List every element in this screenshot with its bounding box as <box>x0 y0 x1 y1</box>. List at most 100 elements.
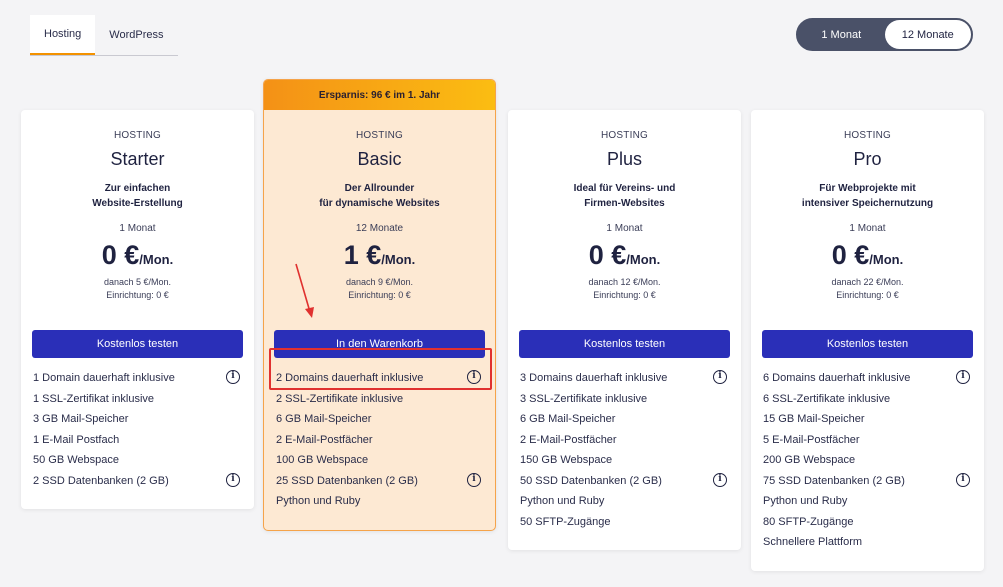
toggle-option-1-month[interactable]: 1 Monat <box>821 28 862 41</box>
product-tabs: Hosting WordPress <box>30 15 178 56</box>
price-amount: 0 € <box>831 240 870 270</box>
toggle-option-12-months[interactable]: 12 Monate <box>884 20 971 49</box>
feature-item: 5 E-Mail-Postfächer <box>763 430 972 451</box>
info-icon[interactable]: i <box>467 472 481 487</box>
feature-text: 2 E-Mail-Postfächer <box>520 433 617 446</box>
feature-text: 3 SSL-Zertifikate inklusive <box>520 392 648 405</box>
feature-text: 50 GB Webspace <box>33 454 120 466</box>
feature-text: 2 SSL-Zertifikate inklusive <box>276 392 404 405</box>
plan-fine-print: danach 9 €/Mon. Einrichtung: 0 € <box>345 277 414 300</box>
feature-item: 2 E-Mail-Postfächer <box>520 430 729 451</box>
info-icon[interactable]: i <box>713 472 727 487</box>
tab-wordpress[interactable]: WordPress <box>109 29 164 41</box>
savings-badge: Ersparnis: 96 € im 1. Jahr <box>264 80 495 110</box>
feature-item: 100 GB Webspace <box>276 450 483 471</box>
info-icon[interactable]: i <box>467 370 481 384</box>
info-icon[interactable]: i <box>226 370 240 384</box>
price-unit: /Mon. <box>869 252 904 267</box>
feature-item: 1 E-Mail Postfach <box>33 430 242 451</box>
tab-hosting[interactable]: Hosting <box>30 15 96 55</box>
plan-period: 1 Monat <box>119 223 156 234</box>
feature-item: 2 Domains dauerhaft inklusive i <box>276 368 483 389</box>
feature-item: Python und Ruby <box>520 491 729 512</box>
plan-price: 0 €/Mon. <box>751 240 984 271</box>
plan-period: 12 Monate <box>355 223 404 234</box>
plan-type: HOSTING <box>356 130 403 141</box>
feature-text: 50 SSD Datenbanken (2 GB) <box>520 474 662 487</box>
feature-item: Python und Ruby <box>276 491 483 512</box>
feature-item: 1 Domain dauerhaft inklusive i <box>33 368 242 389</box>
info-icon[interactable]: i <box>956 472 970 487</box>
plan-price: 0 €/Mon. <box>508 240 741 271</box>
feature-text: Python und Ruby <box>763 495 848 507</box>
plan-card-pro: HOSTING Pro Für Webprojekte mit intensiv… <box>751 110 984 571</box>
feature-text: 3 GB Mail-Speicher <box>33 413 129 425</box>
plan-description: Zur einfachen Website-Erstellung <box>92 183 183 209</box>
feature-text: 2 E-Mail-Postfächer <box>276 433 373 446</box>
feature-text: 6 SSL-Zertifikate inklusive <box>763 392 891 405</box>
free-trial-button[interactable]: Kostenlos testen <box>519 330 730 358</box>
feature-list: 1 Domain dauerhaft inklusive i 1 SSL-Zert… <box>21 358 254 509</box>
annotation-highlight-box <box>269 348 492 390</box>
plan-name: Plus <box>606 149 642 169</box>
plan-price: 0 €/Mon. <box>21 240 254 271</box>
feature-text: 15 GB Mail-Speicher <box>763 413 865 425</box>
feature-text: 1 E-Mail Postfach <box>33 433 120 446</box>
billing-period-toggle: 1 Monat 12 Monate <box>796 18 973 51</box>
feature-item: 3 Domains dauerhaft inklusive i <box>520 368 729 389</box>
feature-item: 6 GB Mail-Speicher <box>520 409 729 430</box>
plan-period: 1 Monat <box>849 223 886 234</box>
feature-text: 50 SFTP-Zugänge <box>520 515 611 528</box>
feature-item: Schnellere Plattform <box>763 532 972 553</box>
info-icon[interactable]: i <box>226 472 240 487</box>
feature-text: 80 SFTP-Zugänge <box>763 515 854 528</box>
feature-item: 2 SSL-Zertifikate inklusive <box>276 389 483 410</box>
plan-fine-print: danach 5 €/Mon. Einrichtung: 0 € <box>103 277 172 300</box>
feature-item: 25 SSD Datenbanken (2 GB) i <box>276 471 483 492</box>
plan-price: 1 €/Mon. <box>264 240 495 271</box>
feature-item: 200 GB Webspace <box>763 450 972 471</box>
feature-text: 1 Domain dauerhaft inklusive <box>33 372 175 384</box>
feature-text: 150 GB Webspace <box>520 454 613 466</box>
feature-text: 3 Domains dauerhaft inklusive <box>520 372 668 384</box>
info-icon[interactable]: i <box>956 370 970 384</box>
feature-text: Python und Ruby <box>520 495 605 507</box>
feature-item: 50 SFTP-Zugänge <box>520 512 729 533</box>
plan-description: Der Allrounder für dynamische Websites <box>319 183 440 209</box>
feature-item: 3 GB Mail-Speicher <box>33 409 242 430</box>
plan-fine-print: danach 22 €/Mon. Einrichtung: 0 € <box>831 277 904 300</box>
plan-name: Basic <box>357 149 402 169</box>
feature-text: 1 SSL-Zertifikat inklusive <box>33 392 155 405</box>
feature-text: 6 GB Mail-Speicher <box>276 413 372 425</box>
price-amount: 0 € <box>588 240 627 270</box>
feature-item: 75 SSD Datenbanken (2 GB) i <box>763 471 972 492</box>
feature-item: 3 SSL-Zertifikate inklusive <box>520 389 729 410</box>
feature-item: 1 SSL-Zertifikat inklusive <box>33 389 242 410</box>
feature-text: 5 E-Mail-Postfächer <box>763 433 860 446</box>
free-trial-button[interactable]: Kostenlos testen <box>762 330 973 358</box>
feature-text: Schnellere Plattform <box>763 536 863 548</box>
feature-item: 50 SSD Datenbanken (2 GB) i <box>520 471 729 492</box>
plan-description: Für Webprojekte mit intensiver Speichern… <box>801 183 934 209</box>
feature-item: Python und Ruby <box>763 491 972 512</box>
plan-name: Starter <box>110 149 165 169</box>
price-amount: 0 € <box>101 240 140 270</box>
feature-text: 6 Domains dauerhaft inklusive <box>763 372 911 384</box>
feature-text: 2 SSD Datenbanken (2 GB) <box>33 474 169 487</box>
plan-type: HOSTING <box>114 130 161 141</box>
feature-text: 75 SSD Datenbanken (2 GB) <box>763 474 905 487</box>
feature-text: 200 GB Webspace <box>763 454 856 466</box>
feature-text: 2 Domains dauerhaft inklusive <box>276 372 424 384</box>
plan-fine-print: danach 12 €/Mon. Einrichtung: 0 € <box>588 277 661 300</box>
plan-card-starter: HOSTING Starter Zur einfachen Website-Er… <box>21 110 254 509</box>
feature-item: 80 SFTP-Zugänge <box>763 512 972 533</box>
feature-text: Python und Ruby <box>276 495 361 507</box>
free-trial-button[interactable]: Kostenlos testen <box>32 330 243 358</box>
info-icon[interactable]: i <box>713 370 727 384</box>
plan-description: Ideal für Vereins- und Firmen-Websites <box>573 183 676 209</box>
feature-item: 2 E-Mail-Postfächer <box>276 430 483 451</box>
plan-name: Pro <box>853 149 882 169</box>
add-to-cart-button[interactable]: In den Warenkorb <box>274 330 485 358</box>
feature-text: 6 GB Mail-Speicher <box>520 413 616 425</box>
price-amount: 1 € <box>343 240 382 270</box>
